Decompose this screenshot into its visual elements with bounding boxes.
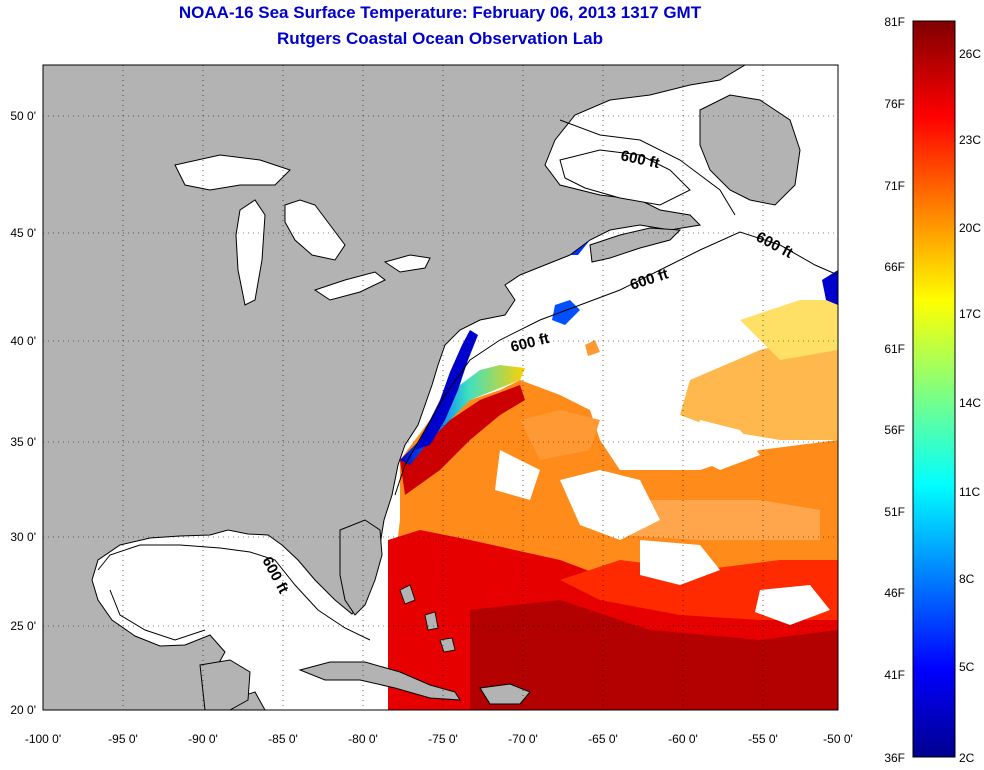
cuba — [298, 661, 461, 701]
colorbar-f-label: 51F — [884, 505, 905, 519]
lon-tick-label: -100 0' — [25, 732, 61, 746]
colorbar-f-label: 46F — [884, 586, 905, 600]
lat-tick-label: 45 0' — [10, 226, 36, 240]
bahamas — [399, 584, 456, 653]
longitude-axis: -100 0' -95 0' -90 0' -85 0' -80 0' -75 … — [25, 732, 853, 746]
colorbar-fahrenheit-labels: 81F 76F 71F 66F 61F 56F 51F 46F 41F 36F — [884, 15, 905, 765]
florida — [339, 519, 383, 616]
colorbar-c-label: 11C — [959, 485, 980, 499]
sst-data-layer — [388, 230, 838, 710]
colorbar-c-label: 20C — [959, 221, 981, 235]
lon-tick-label: -55 0' — [748, 732, 778, 746]
map-subtitle: Rutgers Coastal Ocean Observation Lab — [277, 29, 603, 48]
lat-tick-label: 20 0' — [10, 703, 36, 717]
colorbar-celsius-labels: 26C 23C 20C 17C 14C 11C 8C 5C 2C — [959, 47, 981, 765]
latitude-axis: 50 0' 45 0' 40 0' 35 0' 30 0' 25 0' 20 0… — [10, 109, 36, 717]
colorbar-f-label: 71F — [884, 179, 905, 193]
colorbar-c-label: 17C — [959, 307, 981, 321]
great-lakes — [174, 154, 431, 306]
colorbar-f-label: 76F — [884, 97, 905, 111]
lat-tick-label: 25 0' — [10, 619, 36, 633]
lon-tick-label: -80 0' — [348, 732, 378, 746]
map-title: NOAA-16 Sea Surface Temperature: Februar… — [178, 3, 702, 22]
hispaniola — [479, 683, 531, 705]
colorbar-f-label: 56F — [884, 423, 905, 437]
colorbar-c-label: 26C — [959, 47, 981, 61]
colorbar-f-label: 66F — [884, 260, 905, 274]
colorbar-f-label: 36F — [884, 751, 905, 765]
colorbar-c-label: 23C — [959, 133, 981, 147]
lon-tick-label: -60 0' — [668, 732, 698, 746]
colorbar-f-label: 61F — [884, 342, 905, 356]
isobath-contours — [97, 119, 838, 641]
colorbar-c-label: 2C — [959, 751, 975, 765]
lon-tick-label: -75 0' — [428, 732, 458, 746]
lon-tick-label: -50 0' — [823, 732, 853, 746]
lat-tick-label: 35 0' — [10, 435, 36, 449]
colorbar-f-label: 41F — [884, 668, 905, 682]
map-frame — [42, 64, 839, 711]
lat-tick-label: 40 0' — [10, 334, 36, 348]
nova-scotia — [589, 227, 682, 263]
lat-tick-label: 50 0' — [10, 109, 36, 123]
lon-tick-label: -90 0' — [188, 732, 218, 746]
colorbar-c-label: 14C — [959, 396, 981, 410]
lon-tick-label: -70 0' — [508, 732, 538, 746]
colorbar-f-label: 81F — [884, 15, 905, 29]
colorbar — [912, 20, 956, 758]
gulf-of-st-lawrence — [559, 149, 691, 206]
lat-tick-label: 30 0' — [10, 530, 36, 544]
yucatan — [199, 659, 251, 710]
colorbar-c-label: 8C — [959, 572, 975, 586]
lon-tick-label: -65 0' — [588, 732, 618, 746]
lon-tick-label: -85 0' — [268, 732, 298, 746]
colorbar-c-label: 5C — [959, 660, 975, 674]
lon-tick-label: -95 0' — [108, 732, 138, 746]
newfoundland — [699, 94, 801, 206]
